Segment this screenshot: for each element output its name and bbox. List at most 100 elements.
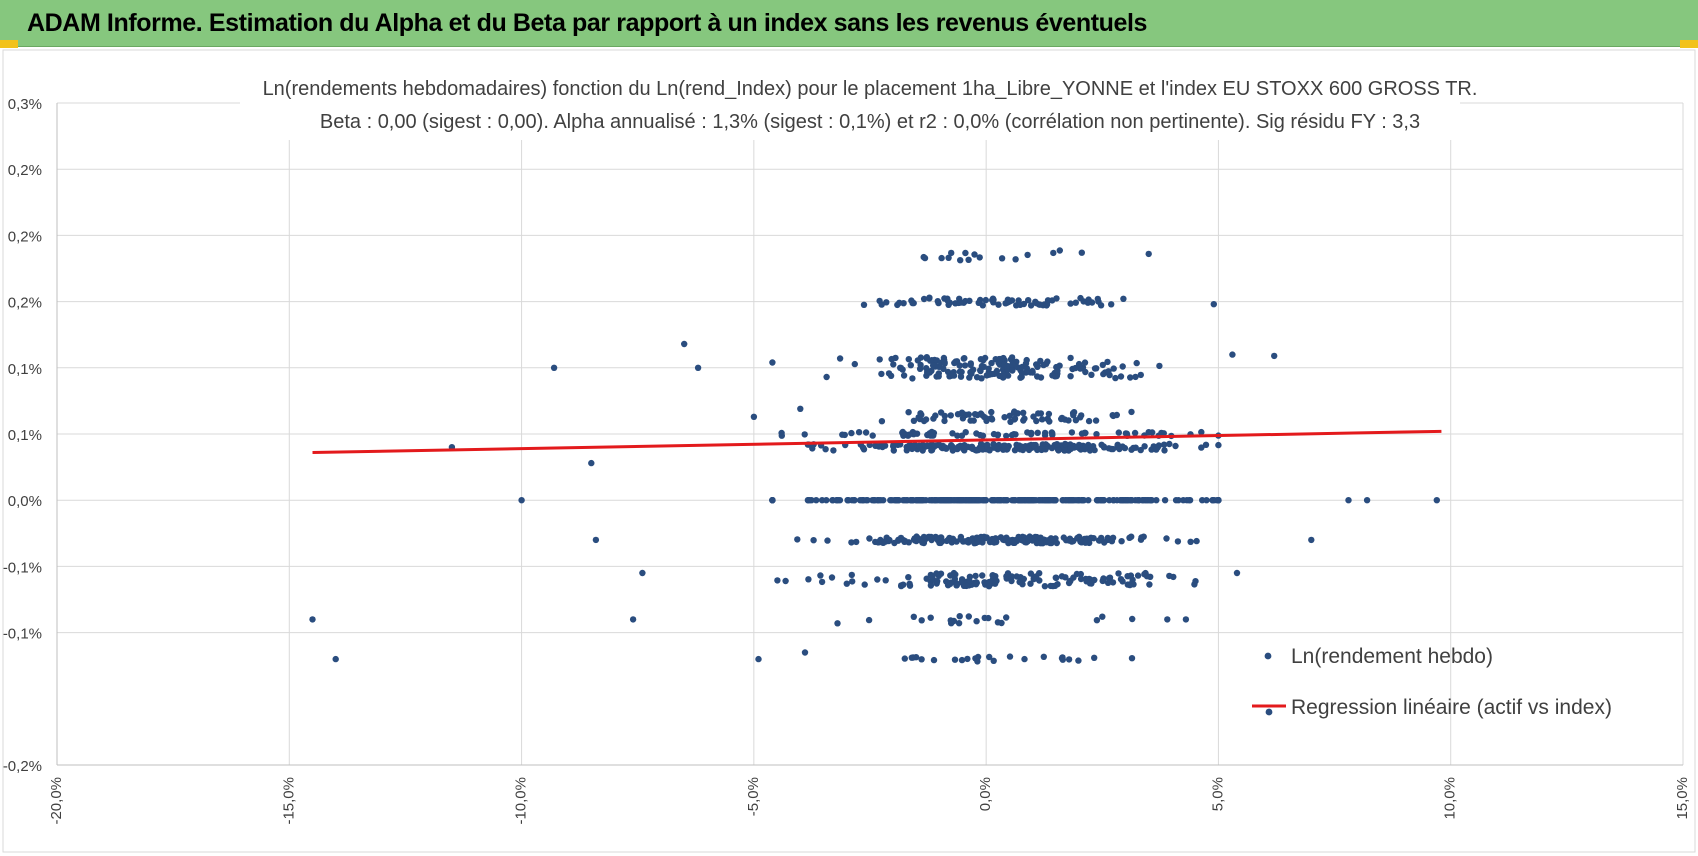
x-tick-label-6: 10,0%	[1442, 777, 1459, 820]
scatter-point-1033	[924, 368, 931, 376]
scatter-point-1271	[990, 657, 997, 664]
y-tick-label-8: 0,2%	[8, 162, 42, 179]
scatter-point-546	[1049, 431, 1056, 439]
scatter-point-922	[1119, 363, 1126, 370]
x-tick-label-2: -10,0%	[513, 777, 530, 825]
scatter-point-764	[1090, 535, 1097, 542]
scatter-point-803	[972, 572, 979, 580]
scatter-point-1240	[1129, 615, 1136, 623]
scatter-point-804	[848, 571, 855, 579]
scatter-point-1242	[965, 613, 972, 620]
scatter-point-878	[979, 572, 986, 579]
scatter-point-1255	[918, 656, 925, 663]
scatter-point-1283	[588, 459, 595, 467]
scatter-point-1060	[977, 356, 985, 363]
scatter-point-279	[1061, 497, 1069, 504]
scatter-point-549	[928, 428, 935, 436]
x-tick-label-5: 5,0%	[1209, 777, 1226, 811]
scatter-point-470	[1067, 445, 1075, 452]
scatter-point-1144	[1037, 410, 1045, 417]
scatter-point-566	[1145, 429, 1152, 436]
scatter-point-1243	[1093, 617, 1101, 624]
scatter-point-905	[1065, 579, 1073, 587]
scatter-point-1274	[908, 654, 915, 661]
scatter-point-567	[1131, 429, 1139, 437]
scatter-point-1200	[1085, 296, 1092, 303]
scatter-point-386	[919, 447, 926, 454]
scatter-point-723	[1193, 537, 1200, 545]
scatter-point-261	[937, 497, 945, 504]
scatter-point-1298	[1233, 569, 1241, 577]
scatter-point-1266	[1075, 657, 1082, 664]
scatter-point-1108	[1001, 414, 1008, 421]
scatter-point-1047	[1003, 362, 1011, 369]
scatter-point-1244	[865, 616, 873, 624]
scatter-point-1014	[1034, 363, 1041, 370]
scatter-point-774	[950, 569, 958, 577]
x-tick-label-4: 0,0%	[977, 777, 994, 811]
regression-line	[312, 429, 1442, 455]
scatter-point-901	[1117, 576, 1125, 583]
scatter-point-1305	[1164, 616, 1171, 623]
scatter-point-1017	[977, 367, 984, 375]
scatter-point-477	[1161, 447, 1168, 454]
scatter-point-238	[1075, 497, 1082, 504]
scatter-point-1196	[952, 300, 959, 307]
scatter-point-564	[839, 431, 846, 438]
scatter-point-741	[920, 533, 928, 541]
scatter-point-714	[945, 536, 952, 543]
scatter-point-998	[1082, 368, 1089, 376]
scatter-point-1042	[1049, 372, 1056, 379]
legend-scatter-marker	[1264, 652, 1272, 660]
scatter-point-1286	[639, 569, 646, 577]
scatter-point-745	[1187, 538, 1194, 545]
scatter-point-1290	[755, 655, 762, 663]
scatter-point-1258	[1091, 654, 1098, 661]
scatter-point-1030	[907, 362, 914, 369]
scatter-point-1219	[989, 296, 996, 304]
scatter-point-738	[1019, 537, 1026, 544]
scatter-point-884	[774, 577, 781, 584]
scatter-point-1199	[979, 302, 986, 309]
scatter-point-1114	[1070, 409, 1078, 416]
scatter-point-758	[977, 533, 985, 541]
legend-label-scatter: Ln(rendement hebdo)	[1291, 645, 1493, 668]
scatter-point-991	[878, 370, 885, 378]
scatter-point-285	[990, 497, 997, 504]
scatter-point-295	[1113, 497, 1121, 504]
scatter-point-904	[972, 581, 980, 588]
scatter-point-1021	[1067, 373, 1074, 380]
scatter-point-459	[1116, 445, 1123, 453]
scatter-point-467	[1061, 447, 1069, 454]
scatter-point-487	[969, 445, 976, 453]
scatter-point-1211	[1094, 295, 1102, 303]
scatter-point-1122	[905, 409, 912, 416]
scatter-point-524	[1003, 432, 1010, 440]
scatter-point-271	[917, 497, 924, 504]
scatter-point-1216	[1013, 302, 1020, 309]
scatter-point-750	[913, 533, 920, 540]
scatter-point-1254	[901, 655, 908, 662]
scatter-point-1213	[1008, 297, 1016, 304]
scatter-point-278	[1018, 497, 1025, 504]
scatter-point-209	[1085, 497, 1092, 504]
scatter-point-1291	[769, 359, 776, 366]
scatter-point-530	[954, 432, 961, 439]
scatter-point-556	[1010, 431, 1018, 438]
scatter-point-1000	[988, 359, 995, 367]
y-axis-tick-labels: -0,2% -0,1% -0,1% 0,0% 0,1% 0,1% 0,2% 0,2% 0,2% 0…	[3, 96, 42, 775]
chart-title: Ln(rendements hebdomadaires) fonction du…	[263, 78, 1478, 100]
scatter-point-721	[1075, 533, 1083, 540]
y-tick-label-4: 0,1%	[8, 427, 42, 444]
scatter-point-492	[1017, 444, 1024, 451]
scatter-point-281	[1172, 497, 1180, 504]
scatter-point-1068	[1018, 373, 1025, 381]
scatter-point-1220	[1078, 249, 1086, 256]
scatter-point-490	[875, 443, 883, 450]
scatter-point-985	[1044, 358, 1051, 365]
scatter-point-1304	[1182, 616, 1190, 623]
scatter-point-1124	[967, 417, 974, 424]
scatter-point-1052	[1117, 373, 1125, 380]
scatter-point-1028	[1137, 371, 1145, 379]
